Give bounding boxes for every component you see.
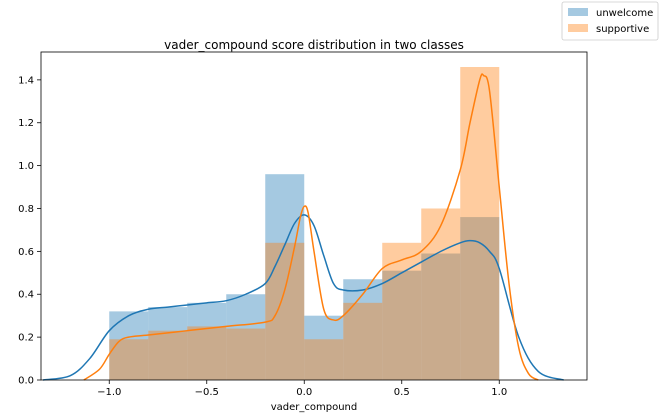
y-tick-label: 0.6 (18, 247, 34, 258)
bar-supportive-1 (148, 330, 188, 380)
y-axis: 0.0 0.2 0.4 0.6 0.8 1.0 1.2 1.4 (18, 75, 41, 387)
x-axis: −1.0 −0.5 0.0 0.5 1.0 (97, 380, 507, 398)
legend-box (561, 1, 659, 41)
y-tick-label: 0.4 (18, 290, 34, 301)
y-tick-label: 1.4 (18, 75, 34, 86)
bar-unwelcome-9 (460, 217, 500, 380)
histogram-layer (109, 67, 500, 381)
y-tick-label: 1.2 (18, 118, 34, 129)
kde-line-supportive (83, 73, 539, 381)
bar-unwelcome-3 (226, 294, 266, 380)
legend: unwelcome supportive (561, 1, 659, 41)
y-tick-label: 1.0 (18, 161, 34, 172)
plot-frame (40, 51, 588, 381)
bar-unwelcome-4 (265, 174, 305, 380)
bar-unwelcome-1 (148, 307, 188, 380)
x-tick-label: 0.5 (394, 387, 410, 398)
y-tick-label: 0.8 (18, 204, 34, 215)
x-tick-label: −1.0 (97, 387, 121, 398)
legend-swatch-supportive (568, 24, 588, 32)
legend-swatch-unwelcome (568, 8, 588, 16)
x-tick-label: 0.0 (296, 387, 312, 398)
bar-unwelcome-8 (421, 253, 461, 380)
legend-label-unwelcome: unwelcome (596, 8, 653, 19)
bar-supportive-2 (187, 326, 227, 380)
bar-supportive-6 (343, 302, 383, 380)
bar-supportive-9 (460, 67, 500, 381)
bar-supportive-8 (421, 208, 461, 380)
x-axis-label: vader_compound (271, 402, 358, 413)
kde-line-unwelcome (42, 214, 564, 381)
kde-layer (42, 73, 564, 381)
bar-unwelcome-6 (343, 279, 383, 380)
bar-supportive-5 (304, 339, 344, 380)
bar-supportive-3 (226, 328, 266, 380)
x-tick-label: −0.5 (195, 387, 219, 398)
chart-title: vader_compound score distribution in two… (164, 38, 464, 52)
bar-supportive-4 (265, 242, 305, 380)
bar-unwelcome-5 (304, 315, 344, 380)
x-tick-label: 1.0 (491, 387, 507, 398)
bar-supportive-7 (382, 242, 422, 380)
bar-unwelcome-7 (382, 270, 422, 380)
y-tick-label: 0.2 (18, 333, 34, 344)
y-tick-label: 0.0 (18, 376, 34, 387)
legend-label-supportive: supportive (596, 24, 649, 35)
bar-unwelcome-2 (187, 302, 227, 380)
